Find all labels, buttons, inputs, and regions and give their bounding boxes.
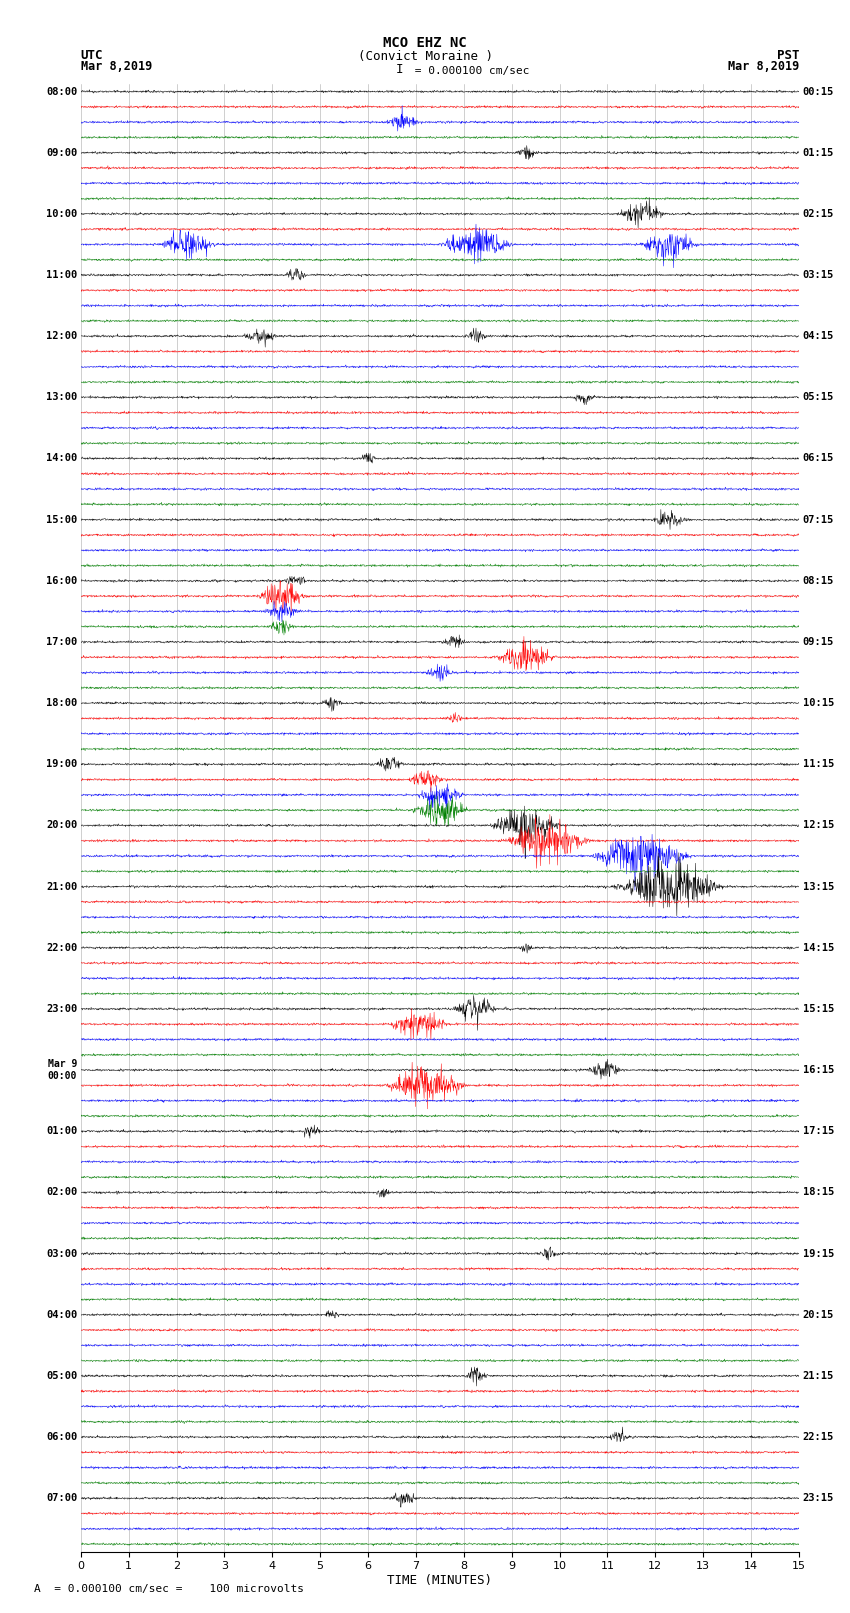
Text: 04:00: 04:00 [46,1310,77,1319]
Text: PST: PST [777,48,799,63]
Text: 06:00: 06:00 [46,1432,77,1442]
Text: Mar 9
00:00: Mar 9 00:00 [48,1060,77,1081]
Text: 23:15: 23:15 [802,1494,834,1503]
Text: (Convict Moraine ): (Convict Moraine ) [358,50,492,63]
Text: 16:00: 16:00 [46,576,77,586]
Text: 02:00: 02:00 [46,1187,77,1197]
Text: I: I [396,63,403,76]
Text: 08:15: 08:15 [802,576,834,586]
Text: 15:00: 15:00 [46,515,77,524]
Text: 16:15: 16:15 [802,1065,834,1076]
Text: 20:00: 20:00 [46,821,77,831]
Text: 23:00: 23:00 [46,1003,77,1015]
Text: 21:15: 21:15 [802,1371,834,1381]
Text: 05:00: 05:00 [46,1371,77,1381]
Text: 03:00: 03:00 [46,1248,77,1258]
Text: 10:15: 10:15 [802,698,834,708]
Text: 19:00: 19:00 [46,760,77,769]
Text: MCO EHZ NC: MCO EHZ NC [383,35,467,50]
Text: 17:15: 17:15 [802,1126,834,1136]
Text: 12:15: 12:15 [802,821,834,831]
Text: 17:00: 17:00 [46,637,77,647]
Text: = 0.000100 cm/sec: = 0.000100 cm/sec [408,66,530,76]
Text: 01:15: 01:15 [802,148,834,158]
Text: 09:15: 09:15 [802,637,834,647]
Text: 22:15: 22:15 [802,1432,834,1442]
Text: 18:00: 18:00 [46,698,77,708]
Text: 08:00: 08:00 [46,87,77,97]
Text: 11:15: 11:15 [802,760,834,769]
Text: 10:00: 10:00 [46,208,77,219]
Text: 07:00: 07:00 [46,1494,77,1503]
Text: 13:00: 13:00 [46,392,77,402]
Text: 04:15: 04:15 [802,331,834,342]
Text: 19:15: 19:15 [802,1248,834,1258]
Text: 09:00: 09:00 [46,148,77,158]
Text: Mar 8,2019: Mar 8,2019 [728,60,799,73]
Text: 03:15: 03:15 [802,269,834,281]
Text: 22:00: 22:00 [46,942,77,953]
Text: 05:15: 05:15 [802,392,834,402]
Text: 20:15: 20:15 [802,1310,834,1319]
Text: 11:00: 11:00 [46,269,77,281]
Text: 07:15: 07:15 [802,515,834,524]
Text: 12:00: 12:00 [46,331,77,342]
Text: 21:00: 21:00 [46,882,77,892]
Text: 06:15: 06:15 [802,453,834,463]
Text: 00:15: 00:15 [802,87,834,97]
Text: 18:15: 18:15 [802,1187,834,1197]
Text: 02:15: 02:15 [802,208,834,219]
Text: 13:15: 13:15 [802,882,834,892]
Text: Mar 8,2019: Mar 8,2019 [81,60,152,73]
Text: 14:00: 14:00 [46,453,77,463]
Text: 01:00: 01:00 [46,1126,77,1136]
Text: A  = 0.000100 cm/sec =    100 microvolts: A = 0.000100 cm/sec = 100 microvolts [34,1584,304,1594]
Text: 15:15: 15:15 [802,1003,834,1015]
Text: UTC: UTC [81,48,103,63]
X-axis label: TIME (MINUTES): TIME (MINUTES) [388,1574,492,1587]
Text: 14:15: 14:15 [802,942,834,953]
